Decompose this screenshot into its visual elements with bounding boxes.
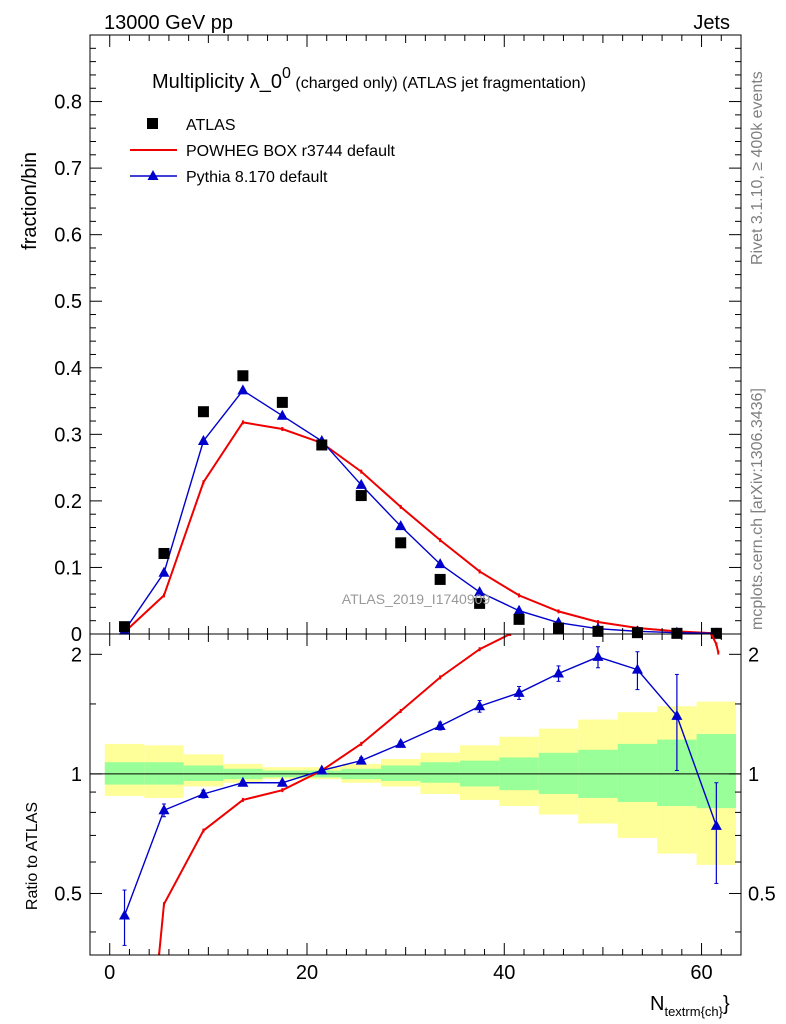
analysis-watermark: ATLAS_2019_I1740909 <box>342 591 491 607</box>
pythia-ratio-marker <box>119 909 131 920</box>
ratio-y-axis: 0.5 0.5 1 1 2 2 <box>54 644 776 933</box>
pythia-marker <box>474 586 486 597</box>
atlas-data-point <box>158 547 170 559</box>
pythia-ratio-marker <box>631 663 643 674</box>
legend-pythia-marker <box>147 170 159 180</box>
main-y-tick-label: 0.6 <box>54 225 82 247</box>
ratio-panel: 0.5 0.5 1 1 2 2 0 20 40 60 Ratio to ATLAS Ntextr… <box>24 633 776 1019</box>
ratio-band-inner <box>420 762 460 783</box>
pythia-marker <box>197 434 209 445</box>
powheg-ratio-line <box>158 634 511 955</box>
ratio-frame <box>89 633 742 956</box>
mcplots-note: mcplots.cern.ch [arXiv:1306.3436] <box>749 388 766 630</box>
pythia-marker <box>158 566 170 577</box>
atlas-data-point <box>355 490 367 502</box>
atlas-data-point <box>710 627 722 639</box>
main-y-tick-label: 0.7 <box>54 158 82 180</box>
pythia-marker <box>513 604 525 615</box>
main-y-axis: 0 0.1 0.2 0.3 0.4 0.5 0.6 0.7 0.8 <box>54 47 741 646</box>
legend-pythia-label: Pythia 8.170 default <box>186 169 328 186</box>
ratio-y-axis-label: Ratio to ATLAS <box>24 802 41 910</box>
ratio-band-inner <box>380 765 421 781</box>
main-y-tick-label: 0.4 <box>54 358 82 380</box>
pythia-ratio-line <box>123 656 717 916</box>
ratio-y-tick-label-right: 2 <box>748 644 759 666</box>
ratio-band-inner <box>183 765 224 781</box>
atlas-data-point <box>434 573 446 585</box>
x-tick-label: 60 <box>690 962 712 984</box>
main-y-tick-label: 0.1 <box>54 557 82 579</box>
pythia-ratio-marker <box>395 737 407 748</box>
atlas-data-point <box>237 370 249 382</box>
atlas-data-point <box>276 396 288 408</box>
atlas-data-point <box>631 627 643 639</box>
process-label: 13000 GeV pp <box>104 12 233 34</box>
atlas-data-point <box>671 627 683 639</box>
main-y-axis-label: fraction/bin <box>19 152 41 250</box>
main-y-tick-label: 0.3 <box>54 424 82 446</box>
pythia-ratio-marker <box>474 700 486 711</box>
pythia-ratio-marker <box>513 686 525 697</box>
rivet-note: Rivet 3.1.10, ≥ 400k events <box>749 71 766 265</box>
ratio-plot-layer <box>90 634 741 955</box>
ratio-x-axis: 0 20 40 60 <box>104 634 742 984</box>
legend: ATLAS POWHEG BOX r3744 default Pythia 8.… <box>130 117 396 186</box>
atlas-data-point <box>553 622 565 634</box>
pythia-line <box>123 389 717 635</box>
powheg-line <box>123 421 717 635</box>
ratio-band-inner <box>617 743 658 802</box>
chart-title: Multiplicity λ_00 (charged only) (ATLAS … <box>152 65 586 93</box>
pythia-ratio-marker <box>710 819 722 830</box>
main-panel: 0 0.1 0.2 0.3 0.4 0.5 0.6 0.7 0.8 fraction/bin M… <box>19 34 742 646</box>
ratio-y-tick-label: 2 <box>71 644 82 666</box>
legend-atlas-label: ATLAS <box>186 117 236 134</box>
ratio-y-tick-label: 1 <box>71 764 82 786</box>
ratio-y-tick-label-right: 0.5 <box>748 883 776 905</box>
main-plot-layer <box>119 370 722 639</box>
atlas-data-point <box>592 625 604 637</box>
jets-label: Jets <box>693 12 730 34</box>
main-y-tick-label: 0 <box>71 624 82 646</box>
atlas-data-point <box>197 406 209 418</box>
legend-powheg-label: POWHEG BOX r3744 default <box>186 143 396 160</box>
pythia-marker <box>395 520 407 531</box>
main-x-ticks <box>109 35 742 634</box>
atlas-data-point <box>119 621 131 633</box>
pythia-ratio-marker <box>316 764 328 775</box>
atlas-data-point <box>474 597 486 609</box>
pythia-ratio-marker <box>158 804 170 815</box>
atlas-data-point <box>395 537 407 549</box>
pythia-marker <box>276 409 288 420</box>
atlas-data-point <box>316 439 328 451</box>
main-y-tick-label: 0.5 <box>54 291 82 313</box>
x-tick-label: 0 <box>104 962 115 984</box>
pythia-ratio-marker <box>434 719 446 730</box>
pythia-ratio-marker <box>553 667 565 678</box>
legend-atlas-marker <box>147 118 158 129</box>
pythia-ratio-marker <box>671 709 683 720</box>
pythia-marker <box>355 478 367 489</box>
x-tick-label: 40 <box>493 962 515 984</box>
atlas-data-point <box>513 613 525 625</box>
pythia-ratio-marker <box>592 650 604 661</box>
ratio-y-tick-label: 0.5 <box>54 883 82 905</box>
main-y-tick-label: 0.8 <box>54 92 82 114</box>
x-axis-label: Ntextrm{ch}} <box>650 993 730 1019</box>
pythia-ratio-marker <box>237 776 249 787</box>
x-tick-label: 20 <box>296 962 318 984</box>
ratio-y-tick-label-right: 1 <box>748 764 759 786</box>
pythia-ratio-marker <box>276 776 288 787</box>
pythia-marker <box>434 558 446 569</box>
pythia-ratio-marker <box>197 787 209 798</box>
pythia-ratio-marker <box>355 754 367 765</box>
pythia-marker <box>237 384 249 395</box>
main-y-tick-label: 0.2 <box>54 491 82 513</box>
